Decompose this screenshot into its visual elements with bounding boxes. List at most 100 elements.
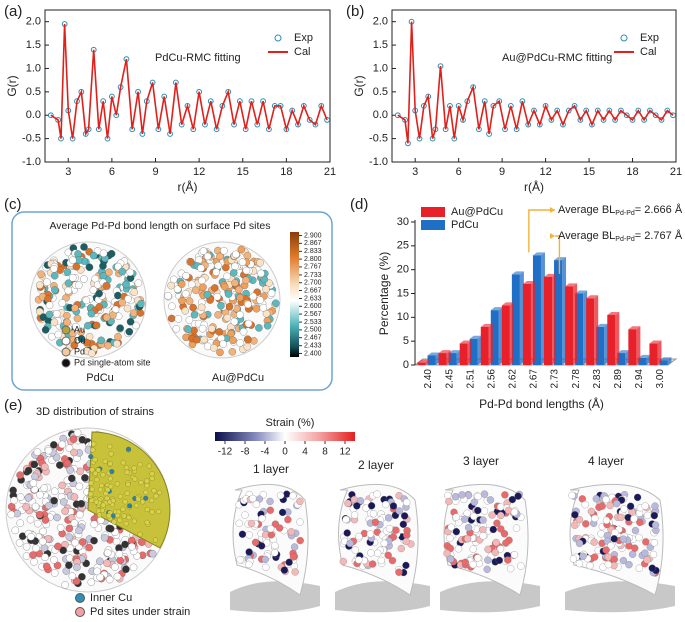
bar-top: [586, 295, 599, 299]
bar-group: [501, 302, 514, 365]
atom: [619, 556, 628, 565]
core-atom: [88, 480, 94, 486]
colorbar-label: 2.700: [304, 280, 322, 287]
atom: [232, 250, 240, 259]
atom: [452, 528, 460, 536]
atom: [99, 249, 108, 258]
core-atom: [153, 493, 159, 499]
exp-point: [670, 112, 677, 119]
exp-point: [606, 107, 613, 114]
bar: [575, 293, 584, 365]
atom: [385, 514, 393, 522]
atom: [581, 500, 589, 509]
atom: [103, 559, 111, 568]
bar-top: [638, 354, 651, 358]
atom: [236, 293, 244, 302]
colorbar-label: 0: [282, 447, 288, 458]
core-atom: [89, 497, 95, 503]
atom: [85, 332, 94, 341]
plot-frame: [44, 9, 331, 163]
atom: [249, 494, 257, 503]
core-atom: [102, 458, 108, 464]
y-axis-label: G(r): [5, 75, 19, 96]
bar: [469, 338, 478, 365]
atom: [283, 490, 291, 498]
exp-point: [324, 117, 330, 123]
atom: [252, 304, 261, 313]
atom: [403, 531, 411, 539]
atom: [243, 251, 252, 260]
atom: [651, 502, 659, 510]
atom: [112, 537, 121, 546]
atom: [571, 521, 579, 529]
legend-marker: [620, 34, 628, 42]
atom: [380, 539, 388, 548]
exp-point: [548, 117, 555, 123]
core-atom: [137, 462, 143, 468]
atom: [242, 266, 251, 275]
bar: [490, 310, 499, 365]
atom: [73, 314, 82, 323]
atom: [45, 501, 53, 510]
bar-group: [565, 283, 578, 365]
bar: [565, 286, 574, 365]
legend-label: Pd sites under strain: [90, 606, 190, 618]
atom: [50, 569, 59, 577]
atom: [397, 544, 405, 553]
atom: [118, 267, 127, 276]
atom: [342, 515, 350, 524]
panel-label: (a): [4, 3, 22, 20]
atom: [59, 546, 67, 555]
core-atom: [107, 444, 113, 450]
atom: [76, 510, 84, 519]
sphere-label: PdCu: [86, 372, 114, 384]
atom: [181, 307, 190, 315]
bar: [427, 355, 436, 365]
atom: [350, 511, 359, 519]
core-atom: [138, 479, 144, 486]
atom: [392, 526, 400, 534]
atom: [111, 563, 119, 571]
atom: [575, 516, 584, 524]
bar: [554, 260, 563, 365]
atom: [58, 440, 66, 449]
atom: [263, 322, 272, 330]
bar-group: [427, 352, 440, 365]
atom: [113, 572, 122, 581]
exp-point: [641, 117, 648, 123]
atom: [648, 564, 656, 572]
x-tick-label: 9: [152, 166, 158, 178]
core-atom: [123, 465, 130, 471]
atom: [373, 549, 382, 557]
atom: [262, 563, 270, 571]
atom: [187, 280, 196, 289]
atom: [124, 295, 132, 303]
bar-side: [509, 302, 514, 365]
bar-side: [435, 352, 440, 365]
atom: [571, 511, 579, 519]
atom: [217, 302, 225, 310]
atom: [104, 341, 112, 350]
atom: [625, 561, 633, 569]
atom: [276, 491, 285, 500]
atom: [290, 543, 299, 551]
atom: [69, 435, 78, 443]
atom: [199, 247, 208, 255]
bar-top: [617, 350, 630, 354]
bar-side: [477, 335, 482, 365]
atom: [132, 321, 140, 330]
core-atom: [127, 503, 133, 509]
atom: [50, 496, 58, 505]
atom: [642, 538, 650, 546]
atom: [73, 563, 81, 572]
colorbar-label: -12: [218, 447, 233, 458]
atom: [504, 556, 512, 564]
atom: [484, 556, 492, 564]
atom: [30, 558, 38, 566]
core-atom: [135, 496, 141, 502]
core-atom: [104, 495, 110, 501]
atom: [56, 461, 64, 469]
shadow: [565, 581, 675, 613]
atom: [344, 499, 352, 508]
